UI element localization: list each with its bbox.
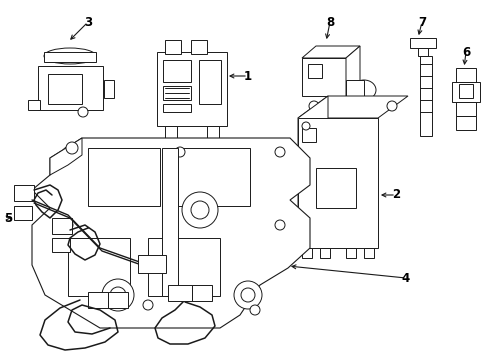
Bar <box>458 84 472 98</box>
Circle shape <box>274 220 285 230</box>
Bar <box>48 74 82 104</box>
Bar <box>178 148 249 206</box>
Bar <box>138 255 165 273</box>
Bar <box>88 148 160 206</box>
Circle shape <box>142 300 153 310</box>
Bar <box>157 52 226 126</box>
Circle shape <box>241 288 254 302</box>
Bar <box>315 168 355 208</box>
Bar <box>319 248 329 258</box>
Bar <box>455 102 475 116</box>
Circle shape <box>182 192 218 228</box>
Circle shape <box>249 305 260 315</box>
Bar <box>302 248 311 258</box>
Text: 1: 1 <box>244 69 251 82</box>
Circle shape <box>78 107 88 117</box>
Circle shape <box>234 281 262 309</box>
Bar <box>307 64 321 78</box>
Bar <box>14 185 34 201</box>
Circle shape <box>110 287 126 303</box>
Circle shape <box>308 101 318 111</box>
Circle shape <box>175 147 184 157</box>
Bar <box>191 40 206 54</box>
Bar <box>346 248 355 258</box>
Polygon shape <box>302 46 359 58</box>
Circle shape <box>302 122 309 130</box>
Text: 2: 2 <box>391 189 399 202</box>
Bar <box>164 126 177 138</box>
Bar <box>417 48 427 56</box>
Bar <box>419 56 431 136</box>
Text: 7: 7 <box>417 15 425 28</box>
Bar <box>297 118 377 248</box>
Ellipse shape <box>44 48 96 64</box>
Bar <box>52 238 70 252</box>
Circle shape <box>191 201 208 219</box>
Bar <box>455 116 475 130</box>
Circle shape <box>63 220 73 230</box>
Polygon shape <box>32 138 309 328</box>
Bar <box>409 38 435 48</box>
Bar <box>346 80 363 98</box>
Text: 3: 3 <box>84 15 92 28</box>
Bar <box>206 126 219 138</box>
Bar <box>302 58 346 96</box>
Bar <box>163 104 191 112</box>
Bar <box>451 82 479 102</box>
Circle shape <box>102 279 134 311</box>
Bar <box>162 148 178 296</box>
Text: 5: 5 <box>4 211 12 225</box>
Bar <box>163 60 191 82</box>
Polygon shape <box>346 46 359 96</box>
Bar <box>199 60 221 104</box>
Text: 8: 8 <box>325 15 333 28</box>
Polygon shape <box>50 138 82 175</box>
Bar <box>164 40 181 54</box>
Bar <box>302 128 315 142</box>
Bar <box>38 66 103 110</box>
Text: 6: 6 <box>461 45 469 58</box>
Bar <box>163 86 191 100</box>
Circle shape <box>63 147 73 157</box>
Bar <box>14 206 32 220</box>
Bar <box>88 292 108 308</box>
Polygon shape <box>297 96 327 248</box>
Bar <box>104 80 114 98</box>
Bar <box>168 285 192 301</box>
Ellipse shape <box>351 80 375 100</box>
Bar <box>28 100 40 110</box>
Bar <box>68 238 130 296</box>
Bar <box>192 285 212 301</box>
Polygon shape <box>297 96 407 118</box>
Bar <box>363 248 373 258</box>
Bar <box>455 68 475 82</box>
Circle shape <box>66 142 78 154</box>
Circle shape <box>386 101 396 111</box>
Bar <box>148 238 220 296</box>
Bar <box>108 292 128 308</box>
Bar <box>52 218 72 234</box>
Text: 4: 4 <box>401 271 409 284</box>
Circle shape <box>274 147 285 157</box>
Bar <box>44 52 96 62</box>
